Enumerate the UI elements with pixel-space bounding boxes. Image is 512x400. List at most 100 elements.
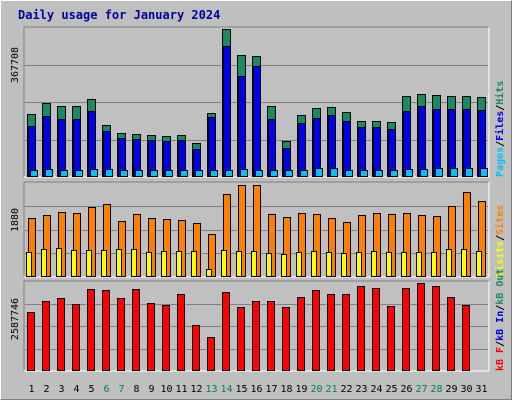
x-tick-label-day-1: 1 [28,384,34,395]
panel-hits [23,26,490,178]
bar-pages-day-31 [480,168,488,177]
bar-pages-day-6 [105,169,113,177]
legend-entry: Visits [494,241,506,277]
x-tick-label-day-7: 7 [118,384,124,395]
bar-pages-day-11 [180,170,188,177]
bar-files-day-28 [433,109,441,177]
bar-kb-f-day-10 [162,305,170,371]
bar-kb-f-day-30 [462,305,470,371]
bar-files-day-26 [403,111,411,177]
bar-visits-day-18 [281,254,287,277]
bar-visits-day-14 [221,250,227,277]
legend-entry: / [495,141,506,147]
bar-visits-day-5 [86,250,92,277]
bar-files-day-5 [88,111,96,177]
x-axis-labels: 1 2 3 4 5 6 7 8 9 10 11 12 13 14 15 16 17 18 19 20 21 22 23 24 2… [28,384,487,395]
bar-visits-day-10 [161,251,167,277]
bar-kb-f-day-13 [207,337,215,371]
bar-visits-day-4 [71,250,77,277]
bar-files-day-19 [298,123,306,177]
bar-visits-day-12 [191,251,197,277]
bar-kb-f-day-11 [177,294,185,371]
bar-files-day-21 [328,115,336,177]
bar-kb-f-day-5 [87,289,95,371]
bar-kb-f-day-1 [27,312,35,371]
bar-files-day-4 [73,119,81,177]
bar-pages-day-26 [405,169,413,177]
bar-visits-day-1 [26,252,32,277]
bar-pages-day-16 [255,170,263,177]
x-tick-label-day-2: 2 [43,384,49,395]
bar-files-day-1 [28,126,36,177]
bar-kb-f-day-4 [72,304,80,371]
x-tick-label-day-19: 19 [295,384,307,395]
legend-entry: Files [494,111,506,141]
bar-visits-day-20 [311,251,317,277]
bar-kb-f-day-3 [57,298,65,371]
bar-kb-f-day-22 [342,294,350,371]
x-tick-label-day-27: 27 [415,384,427,395]
x-tick-label-day-16: 16 [250,384,262,395]
bar-kb-f-day-14 [222,292,230,371]
bar-kb-f-day-18 [282,307,290,371]
x-tick-label-day-24: 24 [370,384,382,395]
bar-pages-day-5 [90,169,98,177]
bar-files-day-31 [478,110,486,177]
legend-entry: kB Out [495,269,506,305]
x-tick-label-day-15: 15 [235,384,247,395]
bar-files-day-27 [418,106,426,177]
bar-visits-day-7 [116,249,122,277]
bar-files-day-17 [268,119,276,177]
bar-files-day-24 [373,127,381,177]
bar-kb-f-day-2 [42,301,50,371]
bar-kb-f-day-23 [357,286,365,371]
bar-kb-f-day-8 [132,289,140,371]
bar-visits-day-23 [356,252,362,277]
bar-files-day-16 [253,66,261,177]
legend-entry: Pages [495,147,506,177]
bar-pages-day-22 [345,170,353,177]
bar-pages-day-1 [30,170,38,177]
bar-pages-day-20 [315,168,323,177]
x-tick-label-day-11: 11 [175,384,187,395]
legend-entry: kB In [495,311,506,341]
x-tick-label-day-6: 6 [103,384,109,395]
bar-kb-f-day-16 [252,301,260,371]
bar-visits-day-27 [416,252,422,277]
bar-visits-day-3 [56,248,62,277]
bar-visits-day-22 [341,253,347,277]
bar-visits-day-17 [266,253,272,277]
bar-visits-day-16 [251,251,257,277]
bar-pages-day-12 [195,170,203,177]
bar-pages-day-19 [300,170,308,177]
bar-pages-day-23 [360,170,368,177]
bar-kb-f-day-26 [402,288,410,371]
x-tick-label-day-28: 28 [430,384,442,395]
bar-kb-f-day-19 [297,297,305,371]
y-max-label-kbytes: 2587746 [10,298,21,340]
panels [23,26,490,372]
bar-files-day-2 [43,116,51,177]
x-tick-label-day-14: 14 [220,384,232,395]
chart-title: Daily usage for January 2024 [18,8,220,22]
y-max-label-sites: 1880 [10,208,21,232]
bar-pages-day-8 [135,170,143,177]
bar-pages-day-13 [210,170,218,177]
bar-kb-f-day-29 [447,297,455,371]
x-tick-label-day-4: 4 [73,384,79,395]
bar-visits-day-11 [176,251,182,277]
x-tick-label-day-12: 12 [190,384,202,395]
bar-kb-f-day-15 [237,307,245,371]
bar-pages-day-10 [165,170,173,177]
x-tick-label-day-3: 3 [58,384,64,395]
x-tick-label-day-25: 25 [385,384,397,395]
bar-visits-day-13 [206,269,212,277]
bar-pages-day-3 [60,170,68,177]
bar-pages-day-24 [375,170,383,177]
bar-pages-day-2 [45,169,53,177]
x-tick-label-day-29: 29 [445,384,457,395]
bar-kb-f-day-25 [387,306,395,371]
y-max-label-hits: 367708 [10,47,21,83]
y-max-labels: 367708 1880 2587746 [10,47,21,340]
